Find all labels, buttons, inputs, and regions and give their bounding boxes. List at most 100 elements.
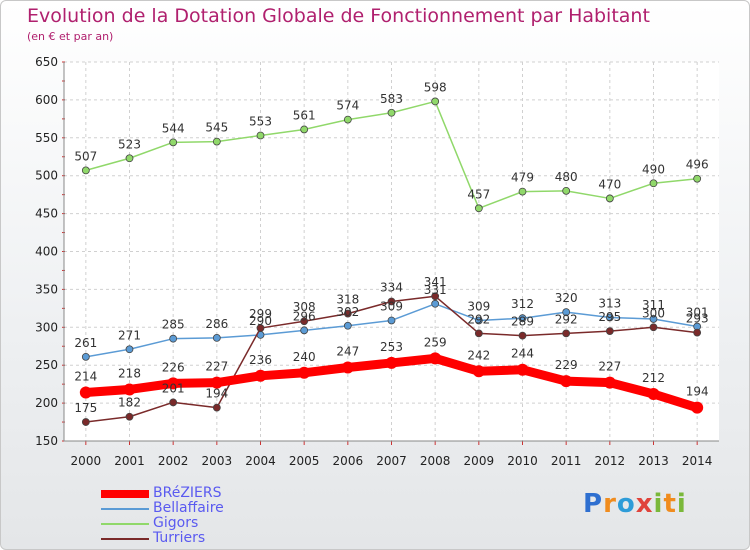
y-tick-label: 600 bbox=[35, 93, 58, 107]
data-label: 175 bbox=[74, 401, 97, 415]
data-point bbox=[81, 166, 90, 175]
data-point bbox=[256, 324, 265, 332]
y-tick-label: 450 bbox=[35, 207, 58, 221]
data-point bbox=[472, 365, 485, 378]
data-label: 301 bbox=[686, 306, 709, 320]
data-point bbox=[385, 356, 398, 369]
data-point bbox=[474, 204, 483, 213]
x-tick-label: 2013 bbox=[638, 454, 669, 468]
data-point bbox=[649, 315, 658, 323]
x-tick-label: 2014 bbox=[682, 454, 713, 468]
data-point bbox=[387, 297, 396, 306]
data-label: 583 bbox=[380, 92, 403, 106]
data-label: 244 bbox=[511, 347, 534, 361]
data-label: 331 bbox=[424, 283, 447, 297]
data-label: 236 bbox=[249, 353, 272, 367]
data-label: 523 bbox=[118, 137, 141, 151]
data-label: 259 bbox=[424, 335, 447, 349]
data-label: 334 bbox=[380, 281, 403, 295]
data-point bbox=[605, 327, 614, 335]
data-point bbox=[562, 329, 571, 338]
x-tick-label: 2001 bbox=[114, 454, 145, 468]
chart-subtitle: (en € et par an) bbox=[27, 30, 114, 43]
x-tick-label: 2010 bbox=[507, 454, 538, 468]
data-point bbox=[169, 334, 178, 343]
data-point bbox=[649, 179, 658, 188]
data-label: 479 bbox=[511, 171, 534, 185]
data-label: 545 bbox=[205, 121, 228, 135]
data-point bbox=[431, 292, 440, 301]
data-point bbox=[212, 403, 221, 412]
data-point bbox=[81, 352, 90, 361]
data-point bbox=[300, 326, 309, 335]
chart-title: Evolution de la Dotation Globale de Fonc… bbox=[27, 5, 650, 27]
data-point bbox=[516, 363, 529, 376]
data-label: 240 bbox=[293, 350, 316, 364]
y-tick-label: 650 bbox=[35, 55, 58, 69]
data-label: 320 bbox=[555, 291, 578, 305]
data-point bbox=[387, 108, 396, 117]
data-label: 292 bbox=[467, 312, 490, 326]
data-label: 490 bbox=[642, 162, 665, 176]
data-label: 496 bbox=[686, 158, 709, 172]
data-point bbox=[81, 418, 90, 426]
data-point bbox=[343, 321, 352, 330]
legend-item-gigors: Gigors bbox=[101, 516, 301, 531]
data-label: 290 bbox=[249, 314, 272, 328]
x-tick-label: 2007 bbox=[376, 454, 407, 468]
data-point bbox=[298, 366, 311, 379]
legend-item-turriers: Turriers bbox=[101, 531, 301, 546]
data-point bbox=[169, 138, 178, 147]
data-label: 271 bbox=[118, 328, 141, 342]
data-label: 285 bbox=[162, 318, 185, 332]
data-label: 311 bbox=[642, 298, 665, 312]
data-point bbox=[560, 375, 573, 388]
data-point bbox=[562, 308, 571, 317]
legend-swatch bbox=[101, 508, 149, 510]
data-point bbox=[343, 309, 352, 318]
data-label: 553 bbox=[249, 115, 272, 129]
data-point bbox=[474, 316, 483, 325]
y-tick-label: 200 bbox=[35, 396, 58, 410]
data-label: 261 bbox=[74, 336, 97, 350]
y-tick-label: 350 bbox=[35, 282, 58, 296]
x-tick-label: 2006 bbox=[333, 454, 364, 468]
y-tick-label: 150 bbox=[35, 434, 58, 448]
data-point bbox=[518, 314, 527, 323]
legend-label: Bellaffaire bbox=[153, 500, 224, 516]
legend-label: Gigors bbox=[153, 515, 199, 531]
data-point bbox=[605, 313, 614, 322]
data-point bbox=[518, 187, 527, 196]
data-point bbox=[169, 398, 178, 407]
data-point bbox=[431, 299, 440, 308]
data-point bbox=[210, 376, 223, 389]
data-label: 201 bbox=[162, 381, 185, 395]
data-point bbox=[79, 386, 92, 399]
data-label: 292 bbox=[555, 312, 578, 326]
x-tick-label: 2002 bbox=[158, 454, 189, 468]
legend: BRéZIERS Bellaffaire Gigors Turriers bbox=[101, 486, 301, 546]
legend-item-bellaffaire: Bellaffaire bbox=[101, 501, 301, 516]
data-label: 253 bbox=[380, 340, 403, 354]
data-point bbox=[474, 329, 483, 338]
data-label: 480 bbox=[555, 170, 578, 184]
data-label: 574 bbox=[336, 99, 359, 113]
y-tick-label: 550 bbox=[35, 131, 58, 145]
legend-item-brezier: BRéZIERS bbox=[101, 486, 301, 501]
y-tick-label: 400 bbox=[35, 245, 58, 259]
data-point bbox=[691, 401, 704, 414]
data-point bbox=[212, 137, 221, 146]
y-tick-label: 500 bbox=[35, 169, 58, 183]
data-point bbox=[254, 369, 267, 382]
data-label: 299 bbox=[249, 307, 272, 321]
data-label: 227 bbox=[205, 360, 228, 374]
data-label: 194 bbox=[686, 385, 709, 399]
data-point bbox=[125, 345, 134, 354]
data-label: 296 bbox=[293, 309, 316, 323]
x-tick-label: 2005 bbox=[289, 454, 320, 468]
proxiti-logo: Proxiti bbox=[583, 489, 687, 519]
data-label: 295 bbox=[598, 310, 621, 324]
legend-swatch bbox=[101, 538, 149, 540]
data-point bbox=[343, 115, 352, 124]
data-point bbox=[300, 317, 309, 326]
